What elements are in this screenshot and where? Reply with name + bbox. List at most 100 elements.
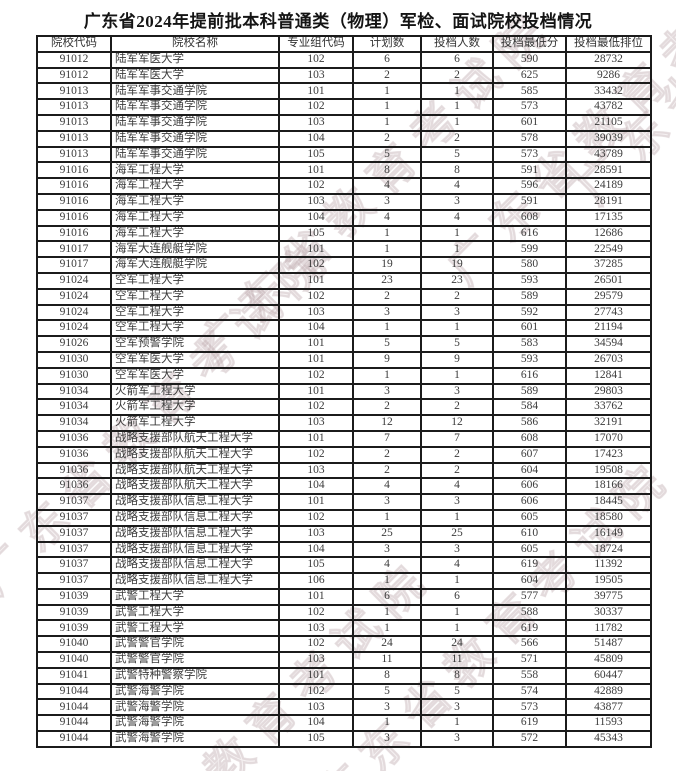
- plan-count: 3: [352, 493, 422, 511]
- filed-count: 5: [420, 145, 494, 164]
- min-score: 584: [492, 398, 567, 417]
- table-row: 91044 武警海警学院 102 5 5 574 42889: [36, 682, 652, 701]
- college-code: 91030: [36, 350, 112, 369]
- major-group-code: 104: [278, 714, 354, 733]
- table-row: 91036 战略支援部队航天工程大学 103 2 2 604 19508: [36, 461, 652, 480]
- plan-count: 5: [352, 682, 422, 701]
- min-rank: 17135: [565, 208, 652, 227]
- plan-count: 6: [352, 587, 422, 606]
- table-row: 91037 战略支援部队信息工程大学 105 4 4 619 11392: [36, 556, 652, 575]
- college-code: 91017: [36, 240, 112, 259]
- min-rank: 22549: [565, 240, 652, 259]
- table-body: 91012 陆军军医大学 102 6 6 590 28732 91012 陆军军医大学 103 2 2…: [36, 50, 652, 748]
- college-name: 武警工程大学: [110, 587, 280, 606]
- table-row: 91013 陆军军事交通学院 105 5 5 573 43789: [36, 145, 652, 164]
- column-header: 院校代码: [36, 35, 112, 53]
- min-score: 608: [492, 429, 567, 448]
- min-score: 619: [492, 714, 567, 733]
- plan-count: 2: [352, 66, 422, 85]
- college-code: 91034: [36, 398, 112, 417]
- min-rank: 28732: [565, 50, 652, 69]
- major-group-code: 102: [278, 98, 354, 116]
- college-code: 91037: [36, 493, 112, 511]
- college-name: 陆军军医大学: [110, 50, 280, 69]
- min-rank: 11782: [565, 619, 652, 638]
- table-row: 91034 火箭军工程大学 103 12 12 586 32191: [36, 414, 652, 432]
- min-score: 619: [492, 619, 567, 638]
- min-rank: 17070: [565, 429, 652, 448]
- major-group-code: 101: [278, 429, 354, 448]
- table-row: 91039 武警工程大学 103 1 1 619 11782: [36, 619, 652, 638]
- table-row: 91036 战略支援部队航天工程大学 102 2 2 607 17423: [36, 445, 652, 464]
- min-score: 574: [492, 682, 567, 701]
- min-rank: 60447: [565, 666, 652, 685]
- table-row: 91030 空军军医大学 101 9 9 593 26703: [36, 350, 652, 369]
- min-rank: 45343: [565, 730, 652, 748]
- min-rank: 11392: [565, 556, 652, 575]
- college-name: 海军大连舰艇学院: [110, 240, 280, 259]
- filed-count: 25: [420, 524, 494, 543]
- plan-count: 8: [352, 161, 422, 180]
- table-row: 91012 陆军军医大学 103 2 2 625 9286: [36, 66, 652, 85]
- filed-count: 1: [420, 319, 494, 338]
- plan-count: 3: [352, 698, 422, 717]
- college-name: 火箭军工程大学: [110, 382, 280, 401]
- plan-count: 19: [352, 256, 422, 274]
- filed-count: 1: [420, 98, 494, 116]
- min-score: 607: [492, 445, 567, 464]
- major-group-code: 103: [278, 66, 354, 85]
- college-name: 空军工程大学: [110, 319, 280, 338]
- major-group-code: 102: [278, 287, 354, 306]
- major-group-code: 105: [278, 556, 354, 575]
- major-group-code: 103: [278, 461, 354, 480]
- college-name: 空军工程大学: [110, 271, 280, 290]
- table-row: 91030 空军军医大学 102 1 1 616 12841: [36, 366, 652, 385]
- filed-count: 7: [420, 429, 494, 448]
- plan-count: 2: [352, 461, 422, 480]
- college-name: 战略支援部队航天工程大学: [110, 429, 280, 448]
- plan-count: 4: [352, 556, 422, 575]
- plan-count: 23: [352, 271, 422, 290]
- min-rank: 39039: [565, 129, 652, 148]
- filed-count: 1: [420, 508, 494, 527]
- table-row: 91024 空军工程大学 102 2 2 589 29579: [36, 287, 652, 306]
- min-rank: 18445: [565, 493, 652, 511]
- major-group-code: 101: [278, 335, 354, 353]
- min-rank: 45809: [565, 651, 652, 669]
- college-code: 91016: [36, 224, 112, 243]
- table-row: 91016 海军工程大学 103 3 3 591 28191: [36, 192, 652, 211]
- table-row: 91013 陆军军事交通学院 102 1 1 573 43782: [36, 98, 652, 116]
- major-group-code: 101: [278, 82, 354, 101]
- college-name: 空军预警学院: [110, 335, 280, 353]
- plan-count: 1: [352, 224, 422, 243]
- major-group-code: 101: [278, 161, 354, 180]
- min-rank: 28591: [565, 161, 652, 180]
- major-group-code: 104: [278, 477, 354, 496]
- plan-count: 9: [352, 350, 422, 369]
- admission-table: 院校代码 院校名称 专业组代码 计划数 投档人数 投档最低分 投档最低排位 91012 陆军军…: [36, 35, 652, 748]
- major-group-code: 102: [278, 508, 354, 527]
- college-name: 陆军军医大学: [110, 66, 280, 85]
- table-row: 91036 战略支援部队航天工程大学 104 4 4 606 18166: [36, 477, 652, 496]
- plan-count: 1: [352, 82, 422, 101]
- min-score: 571: [492, 651, 567, 669]
- filed-count: 5: [420, 335, 494, 353]
- major-group-code: 106: [278, 572, 354, 590]
- major-group-code: 101: [278, 587, 354, 606]
- college-code: 91024: [36, 271, 112, 290]
- filed-count: 4: [420, 556, 494, 575]
- filed-count: 19: [420, 256, 494, 274]
- college-code: 91030: [36, 366, 112, 385]
- min-score: 590: [492, 50, 567, 69]
- table-row: 91016 海军工程大学 104 4 4 608 17135: [36, 208, 652, 227]
- min-rank: 33432: [565, 82, 652, 101]
- plan-count: 2: [352, 129, 422, 148]
- min-score: 585: [492, 82, 567, 101]
- college-code: 91039: [36, 619, 112, 638]
- plan-count: 5: [352, 335, 422, 353]
- min-rank: 18580: [565, 508, 652, 527]
- min-rank: 39775: [565, 587, 652, 606]
- min-score: 593: [492, 350, 567, 369]
- min-rank: 32191: [565, 414, 652, 432]
- filed-count: 24: [420, 635, 494, 654]
